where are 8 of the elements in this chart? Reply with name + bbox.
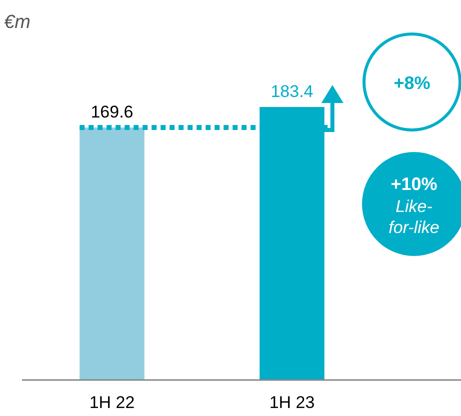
text: +8% bbox=[394, 73, 430, 93]
x-tick-label: 1H 23 bbox=[269, 393, 315, 412]
annotation: +10% bbox=[390, 174, 438, 194]
y-axis-title: €m bbox=[4, 12, 30, 33]
x-tick-label: 1H 22 bbox=[89, 393, 135, 412]
annotation: Like-for-like bbox=[388, 197, 440, 237]
data-label: 169.6 bbox=[90, 102, 134, 122]
data-label: 183.4 bbox=[270, 82, 314, 101]
